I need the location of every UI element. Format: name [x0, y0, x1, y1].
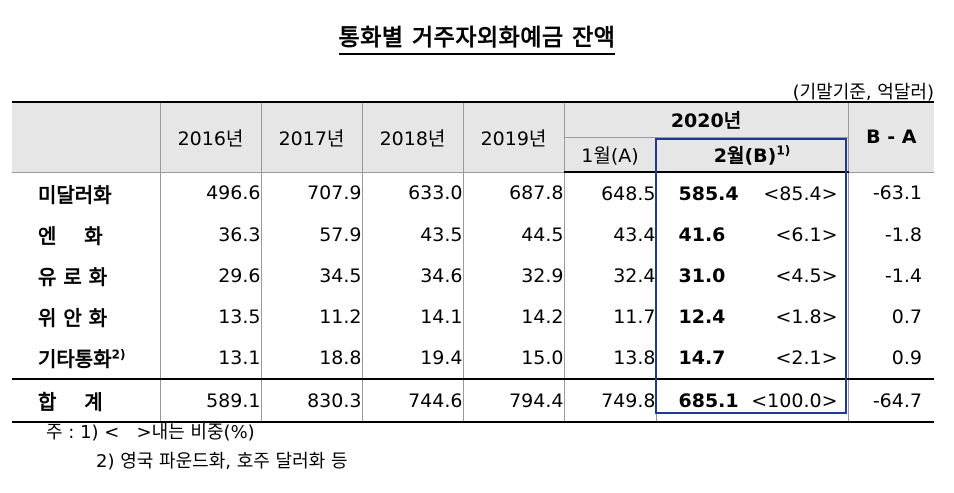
feb-share: <4.5> — [775, 264, 838, 287]
page-title: 통화별 거주자외화예금 잔액 — [0, 18, 954, 55]
total-2016: 589.1 — [159, 378, 261, 423]
deposit-table: 2016년 2017년 2018년 2019년 2020년 B - A 1월(A… — [12, 101, 934, 423]
cell-2019: 14.2 — [462, 296, 564, 337]
header-b-minus-a: B - A — [847, 101, 934, 173]
cell-jan: 43.4 — [563, 214, 656, 255]
header-year-2020: 2020년 — [563, 101, 849, 138]
cell-2018: 43.5 — [361, 214, 463, 255]
table-row: 기타통화2) 13.1 18.8 19.4 15.0 13.8 14.7 <2.1… — [12, 337, 934, 379]
cell-2016: 13.1 — [159, 337, 261, 379]
header-stub — [12, 101, 161, 173]
cell-2018: 34.6 — [361, 255, 463, 296]
cell-2019: 15.0 — [462, 337, 564, 379]
cell-2018: 19.4 — [361, 337, 463, 379]
footnote-1: 주 : 1) < >내는 비중(%) — [46, 422, 255, 443]
cell-feb: 12.4 <1.8> — [655, 296, 848, 337]
row-label: 유 로 화 — [12, 255, 160, 296]
cell-2019: 32.9 — [462, 255, 564, 296]
header-feb-note: 1) — [776, 143, 791, 158]
row-label-text: 유 로 화 — [38, 265, 108, 289]
cell-b-minus-a: 0.9 — [847, 337, 934, 379]
total-feb-value: 685.1 — [678, 389, 739, 412]
cell-2017: 34.5 — [260, 255, 362, 296]
table-row: 미달러화 496.6 707.9 633.0 687.8 648.5 585.4… — [12, 172, 934, 214]
total-jan: 749.8 — [563, 378, 656, 423]
row-label: 엔 화 — [12, 214, 160, 255]
table-row: 유 로 화 29.6 34.5 34.6 32.9 32.4 31.0 <4.5>… — [12, 255, 934, 296]
feb-value: 585.4 — [678, 182, 739, 205]
cell-feb: 41.6 <6.1> — [655, 214, 848, 255]
header-feb-label: 2월(B) — [713, 144, 777, 167]
row-label-note: 2) — [111, 347, 126, 362]
cell-jan: 32.4 — [563, 255, 656, 296]
header-feb: 2월(B)1) — [655, 136, 849, 173]
cell-2017: 11.2 — [260, 296, 362, 337]
feb-share: <6.1> — [775, 223, 838, 246]
cell-feb: 14.7 <2.1> — [655, 337, 848, 379]
cell-2018: 633.0 — [361, 172, 463, 214]
footnote-2: 2) 영국 파운드화, 호주 달러화 등 — [96, 451, 348, 472]
cell-2017: 57.9 — [260, 214, 362, 255]
row-label-text: 위 안 화 — [38, 306, 108, 330]
cell-feb: 31.0 <4.5> — [655, 255, 848, 296]
cell-jan: 13.8 — [563, 337, 656, 379]
header-year-2019: 2019년 — [462, 101, 565, 173]
cell-2016: 13.5 — [159, 296, 261, 337]
total-label: 합 계 — [12, 378, 160, 423]
cell-feb: 585.4 <85.4> — [655, 172, 848, 214]
feb-value: 31.0 — [678, 264, 726, 287]
row-label: 위 안 화 — [12, 296, 160, 337]
unit-label: (기말기준, 억달러) — [792, 82, 934, 103]
feb-share: <85.4> — [763, 182, 838, 205]
cell-2018: 14.1 — [361, 296, 463, 337]
feb-value: 14.7 — [678, 346, 726, 369]
row-label-text: 엔 화 — [38, 224, 103, 248]
cell-jan: 11.7 — [563, 296, 656, 337]
header-year-2017: 2017년 — [260, 101, 363, 173]
title-text: 통화별 거주자외화예금 잔액 — [338, 25, 616, 55]
cell-2016: 496.6 — [159, 172, 261, 214]
row-label-text: 기타통화 — [38, 347, 112, 371]
total-2017: 830.3 — [260, 378, 362, 423]
feb-value: 12.4 — [678, 305, 726, 328]
feb-share: <1.8> — [775, 305, 838, 328]
cell-2017: 707.9 — [260, 172, 362, 214]
total-2018: 744.6 — [361, 378, 463, 423]
row-label: 기타통화2) — [12, 337, 160, 379]
total-feb: 685.1 <100.0> — [655, 378, 848, 423]
feb-share: <2.1> — [775, 346, 838, 369]
total-b-minus-a: -64.7 — [847, 378, 934, 423]
cell-2019: 44.5 — [462, 214, 564, 255]
total-label-text: 합 계 — [38, 390, 103, 414]
table-row: 위 안 화 13.5 11.2 14.1 14.2 11.7 12.4 <1.8>… — [12, 296, 934, 337]
cell-jan: 648.5 — [563, 172, 656, 214]
cell-2017: 18.8 — [260, 337, 362, 379]
header-year-2016: 2016년 — [159, 101, 262, 173]
total-2019: 794.4 — [462, 378, 564, 423]
cell-b-minus-a: -1.8 — [847, 214, 934, 255]
footnotes: 주 : 1) < >내는 비중(%) 2) 영국 파운드화, 호주 달러화 등 — [46, 418, 348, 476]
table-row: 엔 화 36.3 57.9 43.5 44.5 43.4 41.6 <6.1> -… — [12, 214, 934, 255]
feb-value: 41.6 — [678, 223, 726, 246]
cell-2019: 687.8 — [462, 172, 564, 214]
total-feb-share: <100.0> — [751, 389, 838, 412]
cell-2016: 29.6 — [159, 255, 261, 296]
row-label-text: 미달러화 — [38, 182, 112, 207]
total-row: 합 계 589.1 830.3 744.6 794.4 749.8 685.1 <… — [12, 378, 934, 423]
row-label: 미달러화 — [12, 172, 160, 214]
cell-b-minus-a: -1.4 — [847, 255, 934, 296]
cell-b-minus-a: 0.7 — [847, 296, 934, 337]
header-year-2018: 2018년 — [361, 101, 464, 173]
cell-b-minus-a: -63.1 — [847, 172, 934, 214]
header-jan: 1월(A) — [563, 136, 657, 173]
cell-2016: 36.3 — [159, 214, 261, 255]
